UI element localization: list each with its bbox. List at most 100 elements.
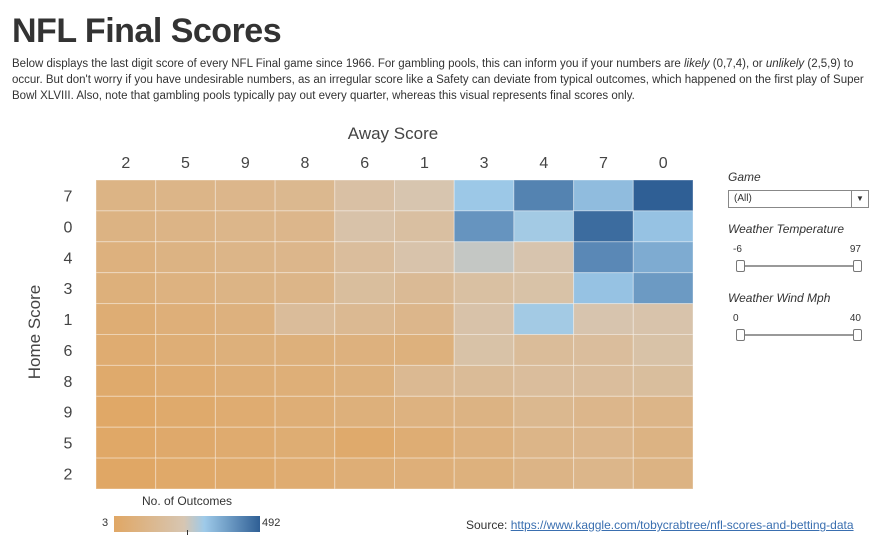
heatmap-cell[interactable] — [214, 241, 276, 274]
heatmap-cell[interactable] — [453, 303, 515, 336]
heatmap-cell[interactable] — [274, 395, 336, 428]
temperature-slider[interactable] — [736, 260, 862, 272]
temperature-slider-low-handle[interactable] — [736, 260, 745, 272]
heatmap-cell[interactable] — [573, 364, 634, 397]
heatmap-cell[interactable] — [513, 210, 575, 243]
heatmap-cell[interactable] — [214, 426, 276, 459]
heatmap-cell[interactable] — [453, 395, 515, 428]
heatmap-cell[interactable] — [155, 272, 216, 305]
heatmap-cell[interactable] — [95, 241, 157, 274]
heatmap-cell[interactable] — [95, 426, 157, 459]
heatmap-cell[interactable] — [95, 272, 157, 305]
heatmap-cell[interactable] — [573, 210, 634, 243]
heatmap-cell[interactable] — [155, 364, 216, 397]
heatmap-cell[interactable] — [453, 364, 515, 397]
heatmap-cell[interactable] — [95, 210, 157, 243]
heatmap-cell[interactable] — [394, 210, 455, 243]
heatmap-cell[interactable] — [214, 334, 276, 366]
heatmap-cell[interactable] — [214, 272, 276, 305]
heatmap-cell[interactable] — [155, 241, 216, 274]
heatmap-cell[interactable] — [274, 457, 336, 490]
heatmap-cell[interactable] — [632, 272, 694, 305]
wind-slider-low-handle[interactable] — [736, 329, 745, 341]
heatmap-cell[interactable] — [513, 457, 575, 490]
heatmap-cell[interactable] — [632, 334, 694, 366]
heatmap-cell[interactable] — [155, 334, 216, 366]
heatmap-cell[interactable] — [334, 179, 395, 212]
heatmap-cell[interactable] — [632, 179, 694, 212]
heatmap-cell[interactable] — [453, 426, 515, 459]
heatmap-cell[interactable] — [513, 426, 575, 459]
heatmap-cell[interactable] — [453, 179, 515, 212]
heatmap-cell[interactable] — [334, 457, 395, 490]
heatmap-cell[interactable] — [334, 241, 395, 274]
heatmap-cell[interactable] — [334, 334, 395, 366]
heatmap-cell[interactable] — [95, 395, 157, 428]
heatmap-cell[interactable] — [155, 395, 216, 428]
heatmap-cell[interactable] — [214, 179, 276, 212]
heatmap-cell[interactable] — [513, 334, 575, 366]
heatmap-cell[interactable] — [95, 457, 157, 490]
heatmap-cell[interactable] — [453, 272, 515, 305]
heatmap-cell[interactable] — [573, 426, 634, 459]
heatmap-cell[interactable] — [394, 395, 455, 428]
heatmap-cell[interactable] — [334, 395, 395, 428]
heatmap-cell[interactable] — [394, 426, 455, 459]
heatmap-cell[interactable] — [274, 364, 336, 397]
heatmap-cell[interactable] — [632, 395, 694, 428]
heatmap-cell[interactable] — [632, 210, 694, 243]
heatmap-cell[interactable] — [274, 303, 336, 336]
chevron-down-icon[interactable]: ▼ — [851, 191, 868, 207]
heatmap-cell[interactable] — [573, 334, 634, 366]
heatmap-cell[interactable] — [155, 210, 216, 243]
heatmap-cell[interactable] — [632, 457, 694, 490]
heatmap-cell[interactable] — [274, 241, 336, 274]
wind-slider-high-handle[interactable] — [853, 329, 862, 341]
heatmap-cell[interactable] — [513, 179, 575, 212]
heatmap-cell[interactable] — [632, 426, 694, 459]
heatmap-cell[interactable] — [453, 241, 515, 274]
heatmap-cell[interactable] — [334, 272, 395, 305]
heatmap-cell[interactable] — [334, 210, 395, 243]
source-link[interactable]: https://www.kaggle.com/tobycrabtree/nfl-… — [510, 518, 854, 532]
heatmap-cell[interactable] — [513, 272, 575, 305]
heatmap-cell[interactable] — [214, 395, 276, 428]
heatmap-cell[interactable] — [573, 457, 634, 490]
heatmap-cell[interactable] — [394, 241, 455, 274]
heatmap-cell[interactable] — [573, 241, 634, 274]
heatmap-cell[interactable] — [573, 395, 634, 428]
heatmap-cell[interactable] — [632, 241, 694, 274]
heatmap-cell[interactable] — [274, 210, 336, 243]
heatmap-cell[interactable] — [334, 364, 395, 397]
heatmap-cell[interactable] — [214, 303, 276, 336]
heatmap-cell[interactable] — [513, 303, 575, 336]
heatmap-cell[interactable] — [394, 272, 455, 305]
heatmap-cell[interactable] — [95, 334, 157, 366]
heatmap-cell[interactable] — [394, 334, 455, 366]
heatmap-cell[interactable] — [155, 303, 216, 336]
heatmap-cell[interactable] — [95, 179, 157, 212]
heatmap-cell[interactable] — [513, 241, 575, 274]
wind-slider[interactable] — [736, 329, 862, 341]
heatmap-cell[interactable] — [214, 364, 276, 397]
game-dropdown[interactable]: (All) ▼ — [728, 190, 869, 208]
heatmap-cell[interactable] — [453, 210, 515, 243]
heatmap-cell[interactable] — [274, 334, 336, 366]
heatmap-cell[interactable] — [573, 272, 634, 305]
heatmap-cell[interactable] — [573, 303, 634, 336]
heatmap-cell[interactable] — [95, 303, 157, 336]
heatmap-cell[interactable] — [274, 426, 336, 459]
heatmap-cell[interactable] — [155, 426, 216, 459]
heatmap-cell[interactable] — [453, 334, 515, 366]
heatmap-cell[interactable] — [513, 364, 575, 397]
temperature-slider-high-handle[interactable] — [853, 260, 862, 272]
heatmap-cell[interactable] — [274, 179, 336, 212]
heatmap-cell[interactable] — [274, 272, 336, 305]
heatmap-cell[interactable] — [95, 364, 157, 397]
heatmap-cell[interactable] — [632, 303, 694, 336]
heatmap-cell[interactable] — [453, 457, 515, 490]
heatmap-cell[interactable] — [214, 457, 276, 490]
heatmap-cell[interactable] — [394, 457, 455, 490]
heatmap-cell[interactable] — [334, 426, 395, 459]
heatmap-cell[interactable] — [394, 303, 455, 336]
